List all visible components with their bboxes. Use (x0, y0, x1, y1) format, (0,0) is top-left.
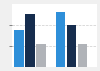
Bar (67, 25, 76, 67)
Bar (26, 14, 35, 67)
Bar (14, 30, 24, 67)
Bar (56, 12, 65, 67)
Bar (36, 44, 46, 67)
Bar (78, 44, 87, 67)
